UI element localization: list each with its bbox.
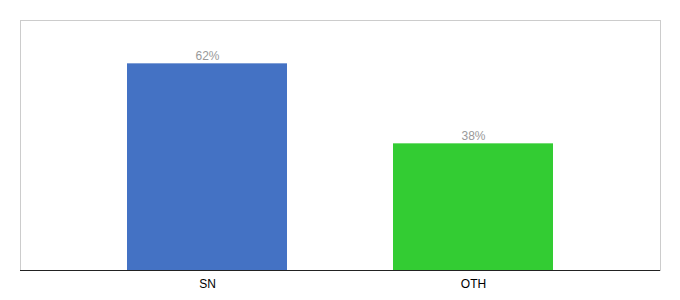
- svg-text:OTH: OTH: [461, 277, 486, 291]
- svg-text:SN: SN: [199, 277, 216, 291]
- svg-text:62%: 62%: [195, 49, 219, 63]
- svg-text:38%: 38%: [461, 129, 485, 143]
